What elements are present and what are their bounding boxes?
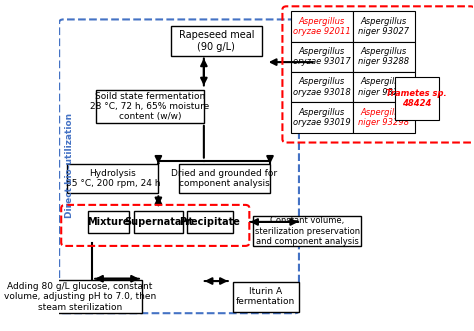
Text: Aspergillus
oryzae 93017: Aspergillus oryzae 93017 xyxy=(293,47,351,67)
Text: Iturin A
fermentation: Iturin A fermentation xyxy=(236,287,295,307)
FancyBboxPatch shape xyxy=(353,42,415,72)
Text: Soild state fermentation
28 °C, 72 h, 65% moisture
content (w/w): Soild state fermentation 28 °C, 72 h, 65… xyxy=(91,91,210,121)
FancyBboxPatch shape xyxy=(291,42,353,72)
FancyBboxPatch shape xyxy=(18,280,142,313)
FancyBboxPatch shape xyxy=(353,11,415,42)
Text: Precipitate: Precipitate xyxy=(180,217,240,227)
Text: Aspergillus
niger 93295: Aspergillus niger 93295 xyxy=(358,77,409,97)
FancyBboxPatch shape xyxy=(171,26,262,56)
FancyBboxPatch shape xyxy=(96,90,204,123)
FancyBboxPatch shape xyxy=(291,11,353,42)
FancyBboxPatch shape xyxy=(291,102,353,133)
Text: Adding 80 g/L glucose, constant
volume, adjusting pH to 7.0, then
steam steriliz: Adding 80 g/L glucose, constant volume, … xyxy=(4,282,156,312)
Text: Aspergillus
niger 93298: Aspergillus niger 93298 xyxy=(358,108,409,127)
Text: Aspergillus
niger 93027: Aspergillus niger 93027 xyxy=(358,17,409,36)
FancyBboxPatch shape xyxy=(254,216,361,246)
FancyBboxPatch shape xyxy=(67,164,158,193)
FancyBboxPatch shape xyxy=(291,72,353,102)
FancyBboxPatch shape xyxy=(88,212,129,233)
FancyBboxPatch shape xyxy=(187,212,233,233)
Text: Direct bio-utilization: Direct bio-utilization xyxy=(65,113,74,218)
Text: Dried and grounded for
component analysis: Dried and grounded for component analysi… xyxy=(172,169,278,188)
Text: Trametes sp.
48424: Trametes sp. 48424 xyxy=(386,88,447,108)
FancyBboxPatch shape xyxy=(353,102,415,133)
FancyBboxPatch shape xyxy=(353,72,415,102)
Text: Aspergillus
oryzae 93018: Aspergillus oryzae 93018 xyxy=(293,77,351,97)
Text: Constant volume,
sterilization preservation
and component analysis: Constant volume, sterilization preservat… xyxy=(255,216,360,246)
Text: Aspergillus
niger 93288: Aspergillus niger 93288 xyxy=(358,47,409,67)
FancyBboxPatch shape xyxy=(233,282,299,311)
Text: Supernatant: Supernatant xyxy=(124,217,193,227)
FancyBboxPatch shape xyxy=(395,77,438,119)
Text: Aspergillus
oryzae 93019: Aspergillus oryzae 93019 xyxy=(293,108,351,127)
FancyBboxPatch shape xyxy=(179,164,270,193)
Text: Hydrolysis
55 °C, 200 rpm, 24 h: Hydrolysis 55 °C, 200 rpm, 24 h xyxy=(65,169,160,188)
Text: Rapeseed meal
(90 g/L): Rapeseed meal (90 g/L) xyxy=(179,30,254,52)
Text: Mixture: Mixture xyxy=(88,217,130,227)
Text: Aspergillus
oryzae 92011: Aspergillus oryzae 92011 xyxy=(293,17,351,36)
FancyBboxPatch shape xyxy=(134,212,183,233)
